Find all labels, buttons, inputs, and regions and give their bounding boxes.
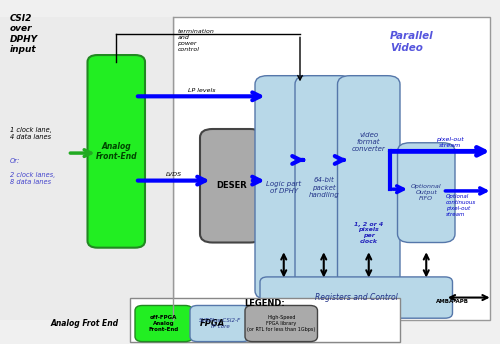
Text: Analog Frot End: Analog Frot End	[51, 319, 119, 328]
Text: pixel-out
stream: pixel-out stream	[436, 137, 464, 148]
Text: CSI2
over
DPHY
input: CSI2 over DPHY input	[10, 14, 38, 54]
Text: Optional
continuous
pixel-out
stream: Optional continuous pixel-out stream	[446, 194, 476, 217]
FancyBboxPatch shape	[200, 129, 262, 243]
FancyBboxPatch shape	[135, 305, 192, 342]
Text: 1, 2 or 4
pixels
per
clock: 1, 2 or 4 pixels per clock	[354, 222, 384, 244]
Text: High-Speed
FPGA library
(or RTL for less than 1Gbps): High-Speed FPGA library (or RTL for less…	[247, 315, 316, 332]
FancyBboxPatch shape	[245, 305, 318, 342]
Text: 64-bit
packet
handling: 64-bit packet handling	[308, 178, 339, 197]
Text: Or:: Or:	[10, 158, 20, 164]
Bar	[172, 17, 490, 320]
Text: termination
and
power
control: termination and power control	[178, 29, 214, 52]
Text: LP levels: LP levels	[188, 88, 215, 93]
Text: DESER: DESER	[216, 181, 246, 190]
Bar	[130, 298, 400, 342]
Text: video
format
converter: video format converter	[352, 132, 386, 152]
Text: 2 clock lanes,
8 data lanes: 2 clock lanes, 8 data lanes	[10, 172, 56, 185]
Text: LEGEND:: LEGEND:	[244, 299, 286, 308]
Text: Optionnal
Output
FIFO: Optionnal Output FIFO	[411, 184, 442, 201]
FancyBboxPatch shape	[398, 143, 455, 243]
FancyBboxPatch shape	[190, 305, 250, 342]
Bar	[0, 17, 172, 320]
Text: LVDS: LVDS	[166, 172, 182, 177]
FancyBboxPatch shape	[255, 76, 312, 299]
Text: AMBA-APB: AMBA-APB	[436, 299, 469, 304]
FancyBboxPatch shape	[260, 277, 452, 318]
Text: 1 clock lane,
4 data lanes: 1 clock lane, 4 data lanes	[10, 127, 52, 140]
FancyBboxPatch shape	[338, 76, 400, 299]
Text: Analog
Front-End: Analog Front-End	[96, 142, 137, 161]
Text: off-FPGA
Analog
Front-End: off-FPGA Analog Front-End	[148, 315, 179, 332]
FancyBboxPatch shape	[295, 76, 352, 299]
FancyBboxPatch shape	[88, 55, 145, 248]
Text: FPGA: FPGA	[200, 319, 225, 328]
Text: SVRPlus-CSI2-F
IP core: SVRPlus-CSI2-F IP core	[199, 318, 241, 329]
Text: Parallel
Video: Parallel Video	[390, 31, 434, 53]
Text: Registers and Control: Registers and Control	[315, 293, 398, 302]
Text: Logic part
of DPHY: Logic part of DPHY	[266, 181, 302, 194]
